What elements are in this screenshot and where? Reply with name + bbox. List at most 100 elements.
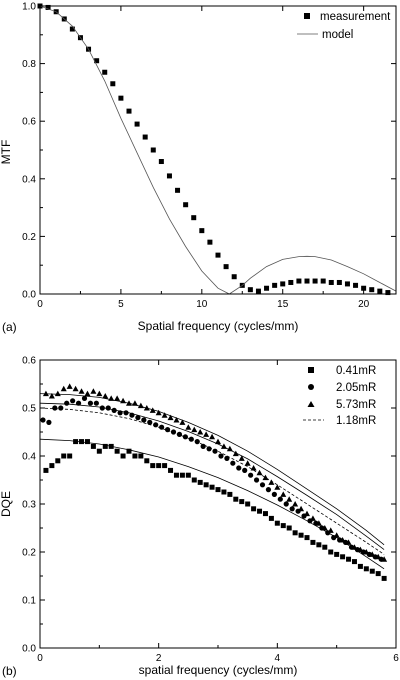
panel-b-point-5-73mr [327, 527, 334, 533]
legend-118-label: 1.18mR [336, 415, 376, 427]
panel-b-point-2-05mr [230, 460, 236, 466]
panel-b-point-2-05mr [271, 491, 277, 497]
panel-b-point-2-05mr [248, 472, 254, 478]
panel-b-point-5-73mr [161, 412, 168, 418]
panel-b-point-0-41mr [298, 532, 304, 538]
panel-b-point-0-41mr [43, 467, 49, 473]
panel-b-point-2-05mr [218, 453, 224, 459]
panel-b-point-0-41mr [67, 453, 73, 459]
panel-b-point-0-41mr [61, 453, 67, 459]
panel-b-point-2-05mr [123, 410, 129, 416]
panel-a-ytick-label: 0.8 [22, 59, 36, 70]
panel-b-point-5-73mr [226, 445, 233, 452]
panel-a-ytick-label: 0.4 [22, 174, 36, 185]
panel-b-point-2-05mr [46, 419, 52, 425]
panel-b-point-0-41mr [262, 511, 268, 517]
panel-b-point-5-73mr [84, 390, 91, 397]
panel-b-xtick-label: 0 [37, 653, 43, 664]
panel-a-point-measurement [223, 264, 229, 270]
panel-a-point-measurement [296, 278, 302, 284]
legend-573-marker [307, 401, 315, 407]
panel-b-point-0-41mr [49, 463, 55, 469]
panel-a-point-measurement [280, 281, 286, 287]
panel-b-point-5-73mr [280, 491, 287, 497]
panel-b-point-5-73mr [357, 546, 364, 553]
panel-b-tag: (b) [2, 664, 17, 678]
panel-b-point-5-73mr [339, 537, 346, 543]
panel-b-point-5-73mr [96, 390, 103, 397]
panel-b-point-5-73mr [381, 556, 388, 562]
panel-b-point-5-73mr [72, 385, 79, 392]
panel-b-point-2-05mr [224, 455, 230, 461]
panel-a-ytick-label: 1.0 [22, 2, 36, 13]
panel-b-point-5-73mr [114, 395, 121, 401]
panel-b-point-5-73mr [90, 388, 97, 394]
panel-b-ytick-label: 0.2 [22, 548, 36, 559]
panel-b-point-0-41mr [322, 544, 328, 550]
panel-b-point-2-05mr [93, 400, 99, 406]
panel-b-point-2-05mr [289, 506, 295, 512]
panel-b-point-2-05mr [52, 405, 58, 411]
panel-a-point-measurement [69, 26, 75, 32]
panel-b-point-5-73mr [173, 417, 180, 423]
panel-b-point-0-41mr [346, 556, 352, 562]
panel-b-point-2-05mr [99, 405, 105, 411]
panel-b-point-0-41mr [114, 448, 120, 454]
panel-b-point-5-73mr [238, 455, 245, 461]
panel-b-series-fit-5-line [39, 402, 385, 550]
panel-b-point-2-05mr [87, 400, 94, 406]
panel-a-point-measurement [255, 288, 261, 294]
panel-b-point-0-41mr [144, 458, 150, 464]
panel-a-xtick-label: 15 [277, 299, 289, 310]
panel-a-point-measurement [328, 279, 334, 285]
panel-a-ylabel: MTF [0, 140, 13, 165]
panel-a-point-measurement [166, 173, 172, 179]
panel-b-point-5-73mr [369, 551, 376, 557]
panel-b-point-0-41mr [162, 463, 168, 469]
panel-b-point-0-41mr [132, 453, 138, 459]
panel-b-point-0-41mr [268, 515, 274, 521]
panel-a-xtick-label: 5 [118, 299, 124, 310]
panel-b-xtick-label: 4 [275, 653, 281, 664]
panel-b-point-0-41mr [280, 523, 286, 529]
panel-b-point-0-41mr [363, 566, 369, 572]
panel-a-xlabel: Spatial frequency (cycles/mm) [138, 319, 299, 333]
panel-a-point-measurement [158, 159, 164, 165]
panel-b-point-2-05mr [212, 448, 218, 454]
panel-b-point-0-41mr [239, 499, 245, 505]
legend-041-marker [308, 367, 314, 373]
panel-a-point-measurement [45, 4, 51, 10]
panel-b-point-0-41mr [102, 443, 108, 449]
panel-b-point-2-05mr [182, 434, 188, 440]
panel-a-point-measurement [175, 187, 181, 193]
panel-a-point-measurement [320, 278, 326, 284]
panel-b-point-0-41mr [233, 496, 239, 502]
panel-b-point-5-73mr [48, 393, 55, 399]
panel-a-xtick-label: 0 [37, 299, 43, 310]
legend-573-label: 5.73mR [336, 399, 376, 411]
legend-205-label: 2.05mR [336, 382, 376, 394]
panel-a-point-measurement [344, 281, 350, 287]
panel-b-point-5-73mr [191, 426, 198, 433]
panel-b-ticks: 0 2 4 6 0.0 0.1 0.2 0.3 0.4 0.5 0.6 [22, 356, 399, 665]
panel-b-point-2-05mr [283, 501, 289, 507]
panel-b-point-2-05mr [81, 395, 88, 401]
panel-b-series-fit-6-line [39, 393, 385, 546]
panel-b-point-0-41mr [90, 443, 96, 449]
panel-a-point-measurement [288, 279, 294, 285]
panel-a-point-measurement [336, 279, 342, 285]
panel-a-point-measurement [126, 108, 132, 114]
panel-b-point-5-73mr [179, 419, 186, 425]
panel-b-point-2-05mr [277, 496, 283, 502]
panel-b-ytick-label: 0.4 [22, 452, 36, 463]
panel-b-point-5-73mr [333, 532, 340, 538]
panel-b-point-2-05mr [236, 465, 242, 471]
panel-b-point-0-41mr [138, 453, 144, 459]
panel-b-point-0-41mr [310, 539, 316, 545]
panel-b-point-0-41mr [304, 535, 310, 541]
panel-b-point-5-73mr [292, 501, 299, 507]
panel-a-point-measurement [304, 278, 310, 284]
panel-b-point-0-41mr [191, 477, 197, 483]
panel-b-point-2-05mr [75, 400, 82, 406]
panel-b-point-2-05mr [70, 398, 76, 404]
